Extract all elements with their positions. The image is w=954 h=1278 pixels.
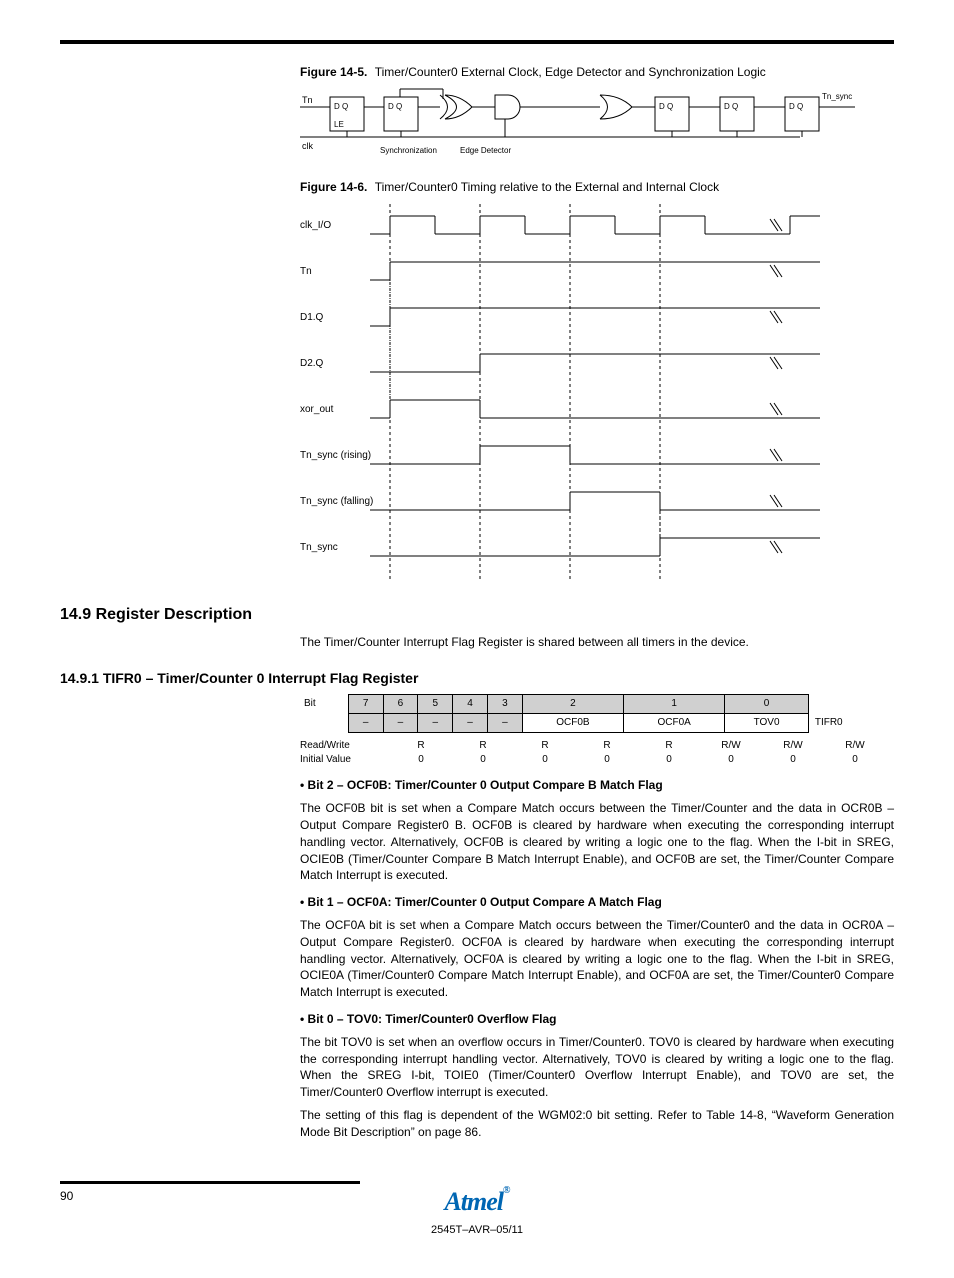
circuit-diagram: D Q LE D Q D Q D Q D Q: [300, 87, 860, 167]
fig-caption2: Timer/Counter0 Timing relative to the Ex…: [375, 180, 719, 194]
svg-text:LE: LE: [334, 120, 344, 129]
fig-label2: Figure 14-6.: [300, 180, 367, 194]
clkio-label: clk: [302, 141, 313, 151]
bit1-para: The OCF0A bit is set when a Compare Matc…: [300, 917, 894, 1001]
doc-id: 2545T–AVR–05/11: [60, 1223, 894, 1238]
svg-text:D Q: D Q: [724, 102, 738, 111]
tnsync-label: Tn_sync: [822, 92, 852, 101]
tn-label: Tn: [302, 95, 313, 105]
svg-text:D1.Q: D1.Q: [300, 312, 324, 323]
svg-text:Tn_sync: Tn_sync: [300, 542, 338, 553]
bit2-name: • Bit 2 – OCF0B: Timer/Counter 0 Output …: [300, 777, 894, 794]
logo-wrap: Atmel® 2545T–AVR–05/11: [60, 1184, 894, 1238]
tifr0-table: Bit76543210 –––––OCF0BOCF0ATOV0TIFR0: [300, 694, 900, 733]
svg-text:Tn_sync (rising): Tn_sync (rising): [300, 450, 371, 461]
bit0-name: • Bit 0 – TOV0: Timer/Counter0 Overflow …: [300, 1011, 894, 1028]
bit0-para2: The setting of this flag is dependent of…: [300, 1107, 894, 1141]
fig-caption: Timer/Counter0 External Clock, Edge Dete…: [375, 65, 766, 79]
bits-header-row: Bit76543210: [300, 695, 900, 714]
bit2-para: The OCF0B bit is set when a Compare Matc…: [300, 800, 894, 884]
fig-label: Figure 14-5.: [300, 65, 367, 79]
bits-name-row: –––––OCF0BOCF0ATOV0TIFR0: [300, 714, 900, 733]
svg-text:D Q: D Q: [659, 102, 673, 111]
svg-text:D Q: D Q: [334, 102, 348, 111]
top-rule: [60, 40, 894, 44]
svg-text:Tn_sync (falling): Tn_sync (falling): [300, 496, 373, 507]
figure-14-6-title: Figure 14-6. Timer/Counter0 Timing relat…: [300, 179, 894, 196]
timing-diagram: clk_I/O Tn D1.Q D2.Q xor_out Tn_sync (rising)…: [300, 204, 860, 584]
bit1-name: • Bit 1 – OCF0A: Timer/Counter 0 Output …: [300, 894, 894, 911]
section-intro: The Timer/Counter Interrupt Flag Registe…: [300, 634, 894, 651]
figure-14-5-title: Figure 14-5. Timer/Counter0 External Clo…: [300, 64, 894, 81]
svg-text:D2.Q: D2.Q: [300, 358, 324, 369]
atmel-logo: Atmel: [444, 1187, 503, 1216]
svg-text:D Q: D Q: [789, 102, 803, 111]
footer-rule: [60, 1181, 360, 1184]
tifr0-heading: 14.9.1 TIFR0 – Timer/Counter 0 Interrupt…: [60, 669, 894, 689]
svg-text:D Q: D Q: [388, 102, 402, 111]
svg-text:clk_I/O: clk_I/O: [300, 220, 331, 231]
svg-text:Tn: Tn: [300, 266, 312, 277]
svg-text:xor_out: xor_out: [300, 404, 334, 415]
tifr0-rw-init: Read/WriteRRRRRR/WR/WR/W Initial Value00…: [300, 739, 894, 767]
bit0-para: The bit TOV0 is set when an overflow occ…: [300, 1034, 894, 1101]
edge-label: Edge Detector: [460, 146, 511, 155]
section-heading: 14.9 Register Description: [60, 604, 894, 626]
sync-label: Synchronization: [380, 146, 437, 155]
